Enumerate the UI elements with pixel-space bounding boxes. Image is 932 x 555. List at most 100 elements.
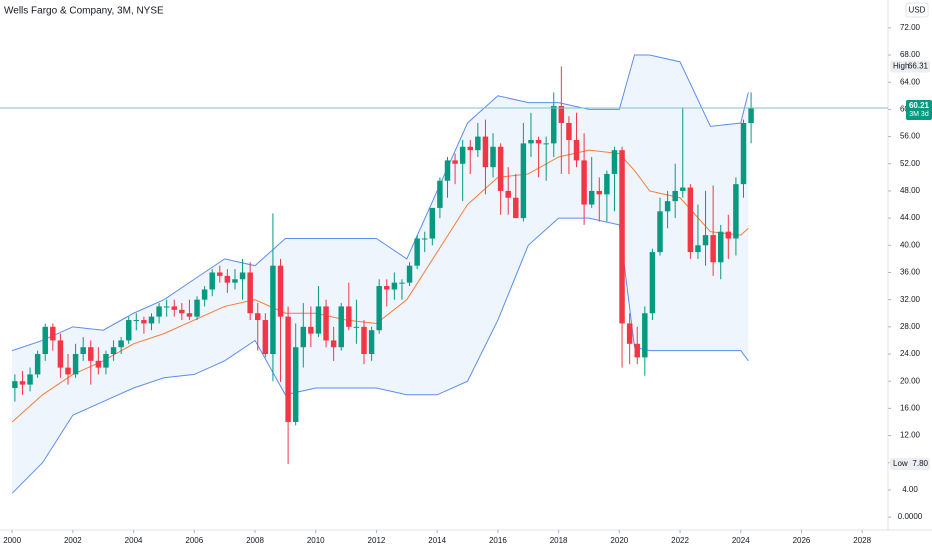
candle-body	[156, 306, 162, 317]
currency-box[interactable]	[905, 2, 929, 18]
candle-body	[452, 160, 458, 164]
candle-body	[505, 190, 511, 198]
candle-body	[475, 136, 481, 151]
y-tick-label: 28.00	[900, 322, 921, 331]
candle-body	[262, 320, 269, 355]
y-tick-label: 44.00	[900, 213, 921, 222]
price-label: 60.21	[909, 101, 930, 110]
candle-body	[520, 143, 527, 219]
x-tick-label: 2022	[671, 536, 689, 545]
y-tick-label: 16.00	[900, 403, 921, 412]
candle-body	[437, 180, 443, 208]
candle-body	[490, 146, 496, 168]
candle-body	[179, 309, 185, 314]
candle-body	[338, 306, 344, 348]
candle-body	[34, 354, 41, 375]
candle-body	[543, 143, 549, 145]
x-tick-label: 2028	[853, 536, 871, 545]
price-period: 3M 3d	[909, 111, 929, 118]
y-tick-label: 32.00	[900, 295, 921, 304]
low-label: Low	[893, 459, 908, 468]
candle-body	[141, 320, 147, 324]
candle-body	[611, 150, 618, 174]
candle-body	[270, 265, 276, 355]
candle-body	[330, 340, 337, 348]
candle-body	[50, 326, 56, 341]
candle-body	[300, 326, 307, 348]
candle-body	[528, 139, 534, 144]
y-tick-label: 52.00	[900, 159, 921, 168]
candle-body	[740, 122, 747, 185]
y-tick-label: 0.0000	[898, 512, 923, 521]
candle-body	[72, 354, 79, 375]
candle-body	[19, 381, 26, 385]
candle-body	[110, 347, 117, 355]
candle-body	[414, 238, 420, 266]
candle-body	[535, 139, 542, 144]
candle-body	[224, 275, 231, 283]
candle-body	[725, 231, 732, 239]
x-tick-label: 2018	[550, 536, 568, 545]
candle-body	[558, 106, 565, 123]
candle-body	[482, 136, 489, 168]
candle-body	[733, 184, 739, 239]
candle-body	[315, 306, 322, 334]
candle-body	[12, 381, 18, 388]
candle-body	[368, 330, 375, 355]
candle-body	[125, 320, 132, 341]
candle-body	[391, 282, 398, 290]
candle-body	[695, 245, 701, 253]
candle-body	[687, 187, 694, 253]
y-tick-label: 68.00	[900, 50, 921, 59]
candle-body	[657, 211, 663, 253]
candle-body	[247, 272, 253, 314]
candle-body	[710, 235, 716, 263]
candle-body	[626, 323, 633, 344]
candle-body	[194, 299, 200, 317]
x-tick-label: 2002	[64, 536, 82, 545]
candle-body	[88, 347, 94, 361]
price-label-box	[906, 99, 932, 120]
candle-body	[346, 306, 352, 327]
candle-body	[566, 122, 572, 140]
x-tick-label: 2026	[793, 536, 811, 545]
candle-body	[80, 347, 86, 355]
candle-body	[118, 340, 124, 348]
low-label-box	[890, 458, 930, 471]
candle-body	[186, 313, 193, 317]
candle-body	[680, 187, 686, 191]
x-tick-label: 2006	[185, 536, 203, 545]
candle-body	[42, 326, 48, 355]
candle-body	[513, 197, 519, 219]
y-tick-label: 20.00	[900, 376, 921, 385]
x-tick-label: 2016	[489, 536, 507, 545]
candle-body	[551, 106, 557, 144]
y-tick-label: 4.00	[902, 485, 918, 494]
candle-body	[201, 289, 208, 300]
candle-body	[497, 146, 504, 191]
chart-title: Wells Fargo & Company, 3M, NYSE	[4, 6, 164, 17]
candle-body	[664, 201, 671, 212]
y-tick-label: 36.00	[900, 268, 921, 277]
currency[interactable]: USD	[909, 6, 926, 15]
candle-body	[285, 316, 291, 422]
band-basis	[11, 149, 749, 423]
candle-body	[95, 360, 102, 368]
candle-body	[573, 139, 580, 161]
high-label: High	[893, 62, 909, 71]
x-tick-label: 2012	[368, 536, 386, 545]
candle-body	[672, 190, 678, 202]
y-tick-label: 56.00	[900, 132, 921, 141]
candle-body	[459, 146, 466, 164]
candle-body	[217, 272, 223, 276]
y-tick-label: 48.00	[900, 186, 921, 195]
x-tick-label: 2020	[610, 536, 628, 545]
candle-body	[209, 272, 215, 290]
candle-body	[604, 173, 610, 195]
candle-body	[649, 252, 656, 314]
candle-body	[239, 272, 246, 280]
y-tick-label: 72.00	[900, 23, 921, 32]
y-tick-label: 12.00	[900, 431, 921, 440]
candle-body	[399, 282, 405, 284]
candle-body	[384, 286, 390, 290]
